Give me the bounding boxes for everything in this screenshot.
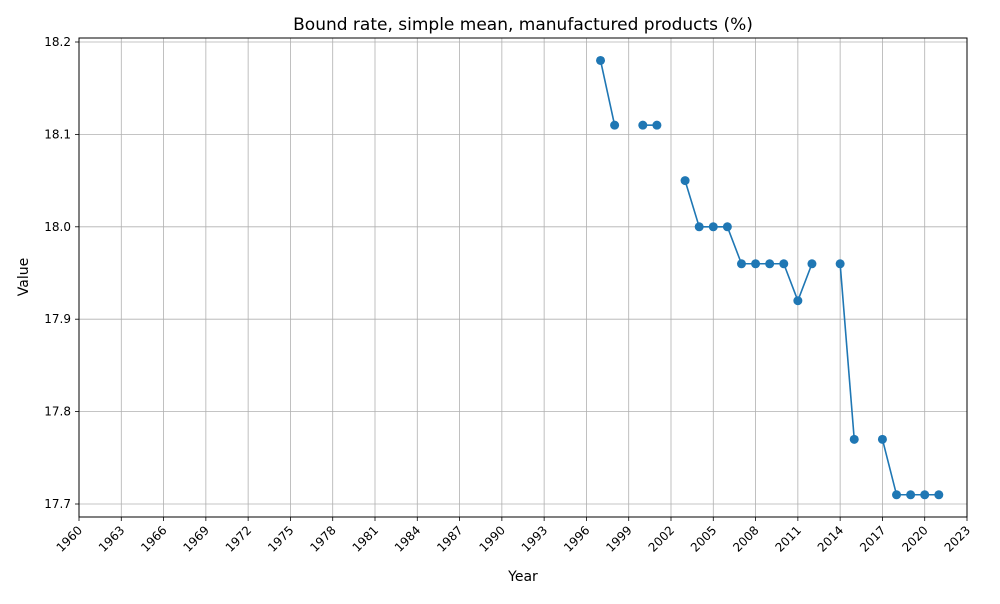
chart-title: Bound rate, simple mean, manufactured pr…: [293, 15, 753, 35]
x-tick-label: 1966: [138, 523, 169, 554]
grid: [78, 38, 968, 517]
x-tick-label: 1987: [434, 523, 465, 554]
series-line: [684, 180, 813, 303]
x-tick-label: 1984: [392, 523, 423, 554]
data-point: [877, 434, 887, 444]
x-tick-label: 1963: [96, 523, 127, 554]
x-tick-label: 1996: [561, 523, 592, 554]
data-point: [920, 490, 930, 500]
data-point: [835, 259, 845, 269]
y-axis-label: Value: [16, 258, 32, 296]
x-tick-label: 1999: [603, 523, 634, 554]
data-point: [596, 55, 606, 65]
x-axis-label: Year: [507, 569, 538, 585]
x-tick-label: 2002: [646, 523, 677, 554]
x-tick-label: 1993: [519, 523, 550, 554]
y-tick-label: 18.2: [44, 35, 71, 49]
x-tick-label: 2023: [942, 523, 973, 554]
data-point: [779, 259, 789, 269]
x-tick-label: 1960: [54, 523, 85, 554]
axes: 1960 1963 1966 1969 1972 1975 1978 1981 1984 1987…: [44, 35, 973, 555]
data-point: [722, 222, 732, 232]
data-point: [736, 259, 746, 269]
plot-frame: [78, 37, 968, 518]
x-tick-label: 1978: [307, 523, 338, 554]
data-point: [638, 120, 648, 130]
data-point: [807, 259, 817, 269]
data-point: [680, 176, 690, 186]
x-tick-label: 1975: [265, 523, 296, 554]
data-point: [694, 222, 704, 232]
data-point: [892, 490, 902, 500]
data-point: [610, 120, 620, 130]
x-tick-label: 2017: [857, 523, 888, 554]
series-line: [599, 60, 616, 126]
y-tick-label: 17.9: [44, 312, 71, 326]
x-tick-label: 2005: [688, 523, 719, 554]
data-point: [849, 434, 859, 444]
data-point: [934, 490, 944, 500]
x-tick-label: 2008: [730, 523, 761, 554]
series-line: [881, 439, 939, 496]
x-tick-label: 2011: [772, 523, 803, 554]
x-tick-label: 2020: [899, 523, 930, 554]
x-tick-label: 1972: [223, 523, 254, 554]
data-point: [652, 120, 662, 130]
y-tick-label: 17.8: [44, 405, 71, 419]
x-tick-label: 1969: [180, 523, 211, 554]
data-point: [708, 222, 718, 232]
y-tick-label: 17.7: [44, 497, 71, 511]
x-tick-label: 1990: [476, 523, 507, 554]
data-point: [793, 296, 803, 306]
series-line: [839, 263, 856, 440]
data-series: [596, 55, 944, 500]
x-tick-label: 2014: [815, 523, 846, 554]
y-tick-label: 18.1: [44, 127, 71, 141]
y-tick-label: 18.0: [44, 220, 71, 234]
data-point: [906, 490, 916, 500]
data-point: [751, 259, 761, 269]
x-tick-label: 1981: [350, 523, 381, 554]
data-point: [765, 259, 775, 269]
